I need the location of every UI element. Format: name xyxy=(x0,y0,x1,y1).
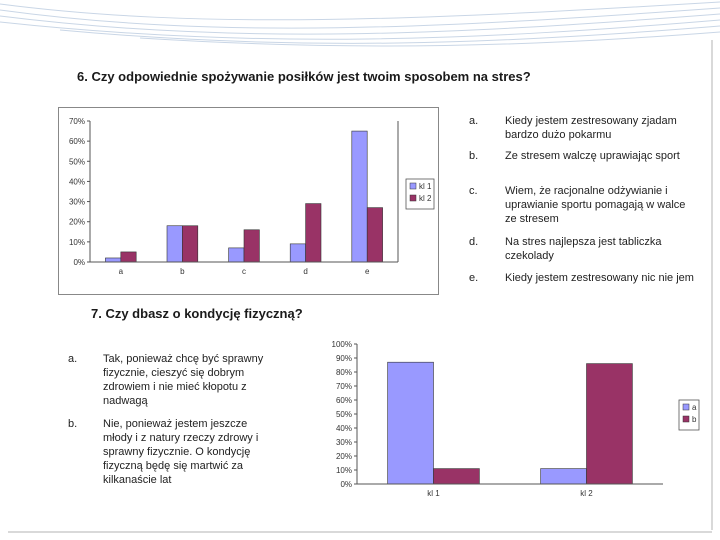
c2-tick-label: 100% xyxy=(332,340,352,349)
q6-option-e-text: Kiedy jestem zestresowany nic nie jem xyxy=(505,272,694,284)
c2-category-label: kl 1 xyxy=(427,489,440,498)
c2-category-label: kl 2 xyxy=(580,489,593,498)
q6-option-b-text: Ze stresem walczę uprawiając sport xyxy=(505,150,680,162)
chart-q7: 0%10%20%30%40%50%60%70%80%90%100% kl 1 kl… xyxy=(332,340,700,498)
c2-bar xyxy=(387,361,434,485)
c2-tick-label: 20% xyxy=(336,452,352,461)
c1-legend-label: kl 2 xyxy=(419,194,432,203)
c2-tick-label: 80% xyxy=(336,368,352,377)
c1-tick-label: 10% xyxy=(69,238,85,247)
c1-bar xyxy=(351,130,368,263)
q6-option-c-text: Wiem, że racjonalne odżywianie i uprawia… xyxy=(505,185,686,225)
c1-bar xyxy=(228,247,245,263)
c1-tick-label: 50% xyxy=(69,157,85,166)
q6-option-c-letter: c. xyxy=(469,185,478,197)
c1-tick-label: 30% xyxy=(69,198,85,207)
c2-legend-swatch xyxy=(682,403,690,411)
c2-legend-swatch xyxy=(682,415,690,423)
c2-tick-label: 70% xyxy=(336,382,352,391)
c1-bar xyxy=(166,225,183,263)
q7-option-b-letter: b. xyxy=(68,418,78,430)
q7-option-b-text: Nie, ponieważ jestem jeszcze młody i z n… xyxy=(103,418,259,486)
c2-tick-label: 40% xyxy=(336,424,352,433)
c2-bar xyxy=(586,363,633,485)
chart-q6: 0% 10% 20% 30% 40% 50% 60% 70% a b c d e kl 1 kl 2 xyxy=(58,107,439,295)
c1-category-label: b xyxy=(180,267,185,276)
c1-category-label: a xyxy=(119,267,124,276)
c1-bar xyxy=(243,229,260,263)
chart-q7-bars xyxy=(387,361,633,485)
c2-tick-label: 90% xyxy=(336,354,352,363)
q6-option-a-text: Kiedy jestem zestresowany zjadam bardzo … xyxy=(505,115,677,141)
q6-option-e-letter: e. xyxy=(469,272,479,284)
c2-tick-label: 60% xyxy=(336,396,352,405)
q6-option-a-letter: a. xyxy=(469,115,479,127)
q6-option-d-text: Na stres najlepsza jest tabliczka czekol… xyxy=(505,236,662,262)
chart-q6-legend: kl 1 kl 2 xyxy=(405,178,435,210)
c1-legend-label: kl 1 xyxy=(419,182,432,191)
c1-category-label: e xyxy=(365,267,370,276)
c2-tick-label: 50% xyxy=(336,410,352,419)
c2-bar xyxy=(540,468,587,485)
c1-bar xyxy=(105,257,122,263)
question-6-title: 6. Czy odpowiednie spożywanie posiłków j… xyxy=(77,69,531,84)
q7-option-a-text: Tak, ponieważ chcę być sprawny fizycznie… xyxy=(103,353,264,407)
c1-bar xyxy=(366,207,383,263)
q7-option-a-letter: a. xyxy=(68,353,78,365)
c1-legend-swatch xyxy=(409,182,417,190)
chart-q6-bars xyxy=(105,130,383,263)
c1-tick-label: 70% xyxy=(69,117,85,126)
c1-category-label: d xyxy=(303,267,307,276)
c2-tick-label: 10% xyxy=(336,466,352,475)
c2-tick-label: 30% xyxy=(336,438,352,447)
chart-q7-categories: kl 1 kl 2 xyxy=(427,489,593,498)
c1-legend-swatch xyxy=(409,194,417,202)
c1-tick-label: 40% xyxy=(69,177,85,186)
chart-q6-frame xyxy=(58,107,439,295)
chart-q7-legend: ab xyxy=(678,399,700,431)
q6-option-d-letter: d. xyxy=(469,236,479,248)
c2-bar xyxy=(433,468,480,485)
c2-legend-label: a xyxy=(692,403,697,412)
c2-tick-label: 0% xyxy=(340,480,352,489)
c1-category-label: c xyxy=(242,267,246,276)
c1-bar xyxy=(305,203,322,263)
c1-bar xyxy=(182,225,199,263)
q6-option-b-letter: b. xyxy=(469,150,479,162)
c1-tick-label: 20% xyxy=(69,218,85,227)
chart-q6-ticks: 0% 10% 20% 30% 40% 50% 60% 70% xyxy=(69,117,399,267)
c1-bar xyxy=(289,243,306,263)
chart-q6-categories: a b c d e xyxy=(119,267,370,276)
c1-tick-label: 0% xyxy=(73,258,85,267)
c2-legend-label: b xyxy=(692,415,697,424)
c1-tick-label: 60% xyxy=(69,137,85,146)
chart-q7-ticks: 0% 10% 20% 30% 40% 50% 60% 70% 80% 90% 100% xyxy=(332,340,663,489)
c1-bar xyxy=(120,251,137,263)
question-7-title: 7. Czy dbasz o kondycję fizyczną? xyxy=(91,306,303,321)
